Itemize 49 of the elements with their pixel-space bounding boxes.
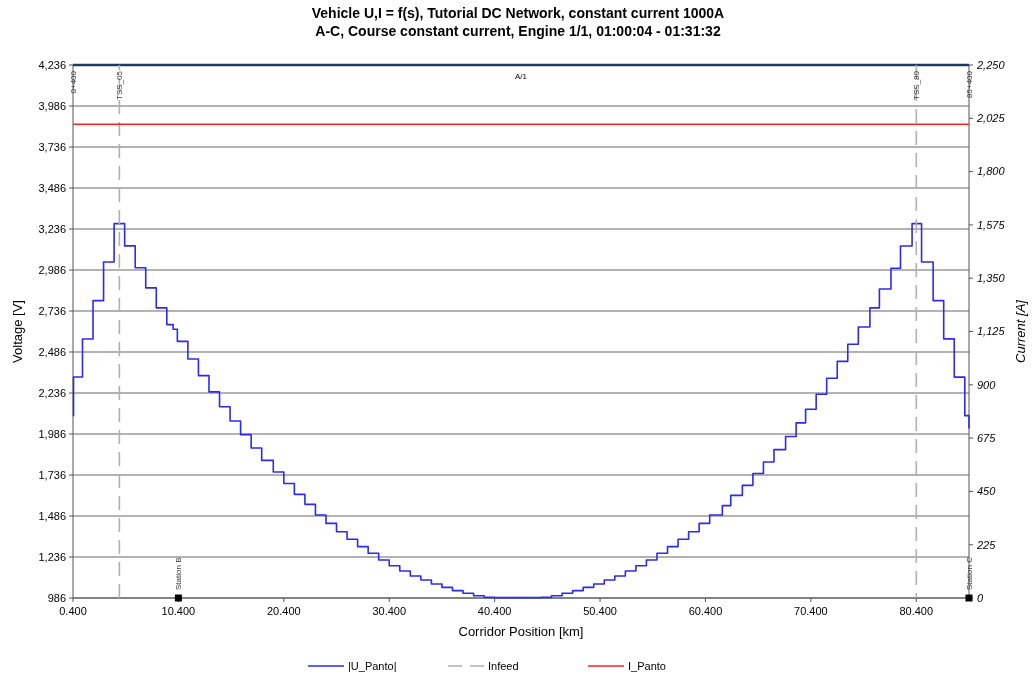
annotation: Station C [965,556,974,590]
annotation: Station B [174,557,184,590]
y-tick-label: 3,986 [38,99,66,112]
ref-line-label: A/1 [514,72,528,81]
x-tick-label: 70.400 [794,605,828,617]
x-tick-label: 50.400 [583,605,617,617]
y2-tick-label: 225 [976,538,997,551]
y-tick-label: 3,736 [38,140,66,153]
y-tick-label: 1,736 [38,468,66,481]
y2-tick-label: 1,575 [977,218,1006,231]
x-tick-label: 0.400 [59,605,87,617]
x-tick-label: 60.400 [688,605,723,617]
legend-label: |U_Panto| [348,659,397,672]
legend-label: I_Panto [628,659,666,672]
x-tick-label: 30.400 [372,605,407,617]
annotation: 85+400 [965,70,974,98]
y2-tick-label: 450 [977,485,997,498]
y2-tick-label: 900 [977,378,997,391]
y-tick-label: 1,986 [38,427,66,440]
y-tick-label: 2,486 [38,345,66,358]
x-axis-title: Corridor Position [km] [458,624,584,639]
y2-tick-label: 0 [977,591,984,604]
chart-subtitle: A-C, Course constant current, Engine 1/1, 01:00:04 - 01:31:32 [315,23,721,39]
annotation: TSS_80 [912,70,922,100]
y-axis-title: Voltage [V] [10,300,25,363]
y-tick-label: 2,736 [38,304,66,317]
x-tick-label: 10.400 [161,605,196,617]
y2-tick-label: 1,125 [977,325,1006,338]
x-tick-label: 40.400 [477,605,512,617]
y-tick-label: 3,236 [38,222,66,235]
y2-axis-title: Current [A] [1013,299,1028,363]
y-tick-label: 986 [47,591,66,604]
chart-title: Vehicle U,I = f(s), Tutorial DC Network, constant current 1000A [311,5,725,21]
y2-tick-label: 2,250 [976,58,1006,71]
annotation: TSS_05 [115,70,125,100]
y-tick-label: 2,986 [38,263,66,276]
y2-tick-label: 1,800 [977,165,1006,178]
y-tick-label: 3,486 [38,181,66,194]
legend-label: Infeed [488,659,519,672]
y-tick-label: 1,486 [38,509,66,522]
y-tick-label: 1,236 [38,550,66,563]
y-tick-label: 2,236 [38,386,66,399]
y-tick-label: 4,236 [38,58,66,71]
annotation: 0+400 [69,70,78,94]
x-tick-label: 20.400 [267,605,301,617]
y2-tick-label: 675 [977,431,997,444]
y2-tick-label: 1,350 [977,272,1006,285]
y2-tick-label: 2,025 [976,112,1006,125]
x-tick-label: 80.400 [899,605,934,617]
